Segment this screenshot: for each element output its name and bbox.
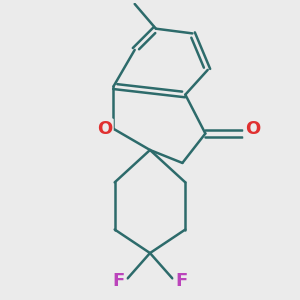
Text: F: F <box>175 272 187 290</box>
Text: F: F <box>113 272 125 290</box>
Text: O: O <box>245 120 260 138</box>
Text: O: O <box>97 120 112 138</box>
